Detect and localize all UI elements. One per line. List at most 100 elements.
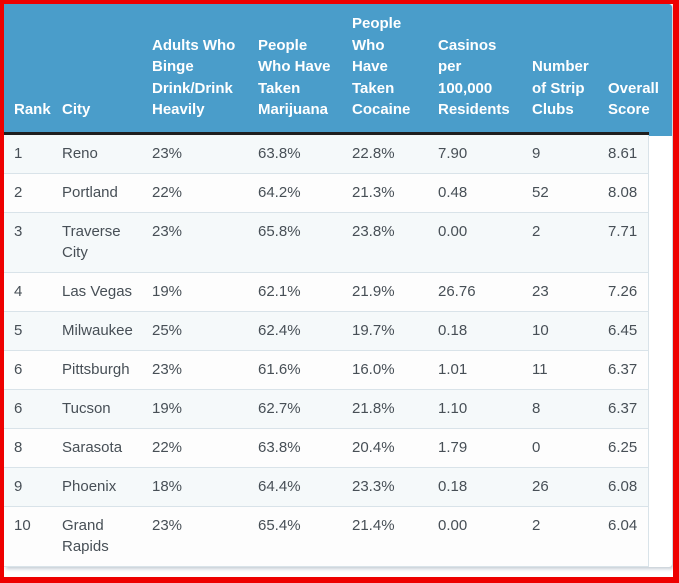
- cell-binge-drink: 19%: [142, 272, 248, 312]
- cell-marijuana: 65.8%: [248, 212, 342, 273]
- cell-strip-clubs: 26: [522, 467, 598, 507]
- cell-cocaine: 16.0%: [342, 350, 428, 390]
- cell-strip-clubs: 23: [522, 272, 598, 312]
- cell-cocaine: 19.7%: [342, 311, 428, 351]
- cell-rank: 8: [4, 428, 52, 468]
- cell-city: Tucson: [52, 389, 142, 429]
- cell-city: Reno: [52, 133, 142, 174]
- cell-cocaine: 21.4%: [342, 506, 428, 567]
- cell-binge-drink: 23%: [142, 133, 248, 174]
- cell-casinos: 1.10: [428, 389, 522, 429]
- cell-casinos: 7.90: [428, 133, 522, 174]
- header-cell-casinos: Casinos per 100,000 Residents: [428, 4, 522, 135]
- table-row: 4 Las Vegas 19% 62.1% 21.9% 26.76 23 7.2…: [4, 272, 649, 312]
- cell-marijuana: 63.8%: [248, 428, 342, 468]
- header-cell-marijuana: People Who Have Taken Marijuana: [248, 4, 342, 135]
- cell-cocaine: 23.8%: [342, 212, 428, 273]
- cell-rank: 5: [4, 311, 52, 351]
- cell-city: Milwaukee: [52, 311, 142, 351]
- table-row: 6 Tucson 19% 62.7% 21.8% 1.10 8 6.37: [4, 389, 649, 429]
- cell-cocaine: 22.8%: [342, 133, 428, 174]
- cell-overall-score: 7.26: [598, 272, 649, 312]
- cell-casinos: 1.79: [428, 428, 522, 468]
- cell-marijuana: 64.2%: [248, 173, 342, 213]
- cell-overall-score: 6.04: [598, 506, 649, 567]
- cell-strip-clubs: 11: [522, 350, 598, 390]
- header-row: Rank City Adults Who Binge Drink/Drink H…: [4, 4, 659, 135]
- cell-binge-drink: 23%: [142, 212, 248, 273]
- table-row: 2 Portland 22% 64.2% 21.3% 0.48 52 8.08: [4, 173, 649, 213]
- cell-binge-drink: 25%: [142, 311, 248, 351]
- cell-cocaine: 21.3%: [342, 173, 428, 213]
- cell-binge-drink: 22%: [142, 428, 248, 468]
- cell-binge-drink: 22%: [142, 173, 248, 213]
- cell-marijuana: 62.1%: [248, 272, 342, 312]
- cell-rank: 4: [4, 272, 52, 312]
- cell-city: Sarasota: [52, 428, 142, 468]
- table-row: 8 Sarasota 22% 63.8% 20.4% 1.79 0 6.25: [4, 428, 649, 468]
- cell-marijuana: 62.4%: [248, 311, 342, 351]
- cell-casinos: 0.00: [428, 506, 522, 567]
- cell-casinos: 1.01: [428, 350, 522, 390]
- cell-strip-clubs: 2: [522, 212, 598, 273]
- cell-rank: 9: [4, 467, 52, 507]
- cell-overall-score: 6.37: [598, 350, 649, 390]
- header-cell-rank: Rank: [4, 4, 52, 135]
- cell-city: Phoenix: [52, 467, 142, 507]
- header-cell-overall-score: Overall Score: [598, 4, 659, 135]
- table-row: 5 Milwaukee 25% 62.4% 19.7% 0.18 10 6.45: [4, 311, 649, 351]
- cell-overall-score: 8.08: [598, 173, 649, 213]
- cell-strip-clubs: 10: [522, 311, 598, 351]
- cell-binge-drink: 23%: [142, 506, 248, 567]
- cell-overall-score: 6.45: [598, 311, 649, 351]
- table-header: Rank City Adults Who Binge Drink/Drink H…: [4, 4, 659, 135]
- cell-casinos: 0.48: [428, 173, 522, 213]
- header-cell-strip-clubs: Number of Strip Clubs: [522, 4, 598, 135]
- cell-cocaine: 23.3%: [342, 467, 428, 507]
- cell-marijuana: 61.6%: [248, 350, 342, 390]
- cell-marijuana: 63.8%: [248, 133, 342, 174]
- ranking-table-card: Rank City Adults Who Binge Drink/Drink H…: [4, 4, 672, 567]
- cell-city: Pittsburgh: [52, 350, 142, 390]
- cell-marijuana: 62.7%: [248, 389, 342, 429]
- cell-casinos: 0.18: [428, 311, 522, 351]
- cell-city: Grand Rapids: [52, 506, 142, 567]
- cell-binge-drink: 19%: [142, 389, 248, 429]
- cell-casinos: 26.76: [428, 272, 522, 312]
- cell-rank: 6: [4, 350, 52, 390]
- cell-cocaine: 21.8%: [342, 389, 428, 429]
- cell-city: Las Vegas: [52, 272, 142, 312]
- cell-overall-score: 6.37: [598, 389, 649, 429]
- cell-cocaine: 20.4%: [342, 428, 428, 468]
- table-body: 1 Reno 23% 63.8% 22.8% 7.90 9 8.61 2 Por…: [4, 133, 649, 567]
- cell-rank: 2: [4, 173, 52, 213]
- cell-casinos: 0.00: [428, 212, 522, 273]
- cell-strip-clubs: 8: [522, 389, 598, 429]
- table-row: 1 Reno 23% 63.8% 22.8% 7.90 9 8.61: [4, 133, 649, 174]
- table-row: 6 Pittsburgh 23% 61.6% 16.0% 1.01 11 6.3…: [4, 350, 649, 390]
- cell-strip-clubs: 2: [522, 506, 598, 567]
- cell-strip-clubs: 0: [522, 428, 598, 468]
- cell-overall-score: 6.08: [598, 467, 649, 507]
- header-cell-city: City: [52, 4, 142, 135]
- cell-binge-drink: 23%: [142, 350, 248, 390]
- cell-strip-clubs: 9: [522, 133, 598, 174]
- table-row: 3 Traverse City 23% 65.8% 23.8% 0.00 2 7…: [4, 212, 649, 273]
- cell-casinos: 0.18: [428, 467, 522, 507]
- cell-marijuana: 64.4%: [248, 467, 342, 507]
- cell-strip-clubs: 52: [522, 173, 598, 213]
- cell-marijuana: 65.4%: [248, 506, 342, 567]
- cell-overall-score: 7.71: [598, 212, 649, 273]
- vice-city-ranking-table: Rank City Adults Who Binge Drink/Drink H…: [4, 4, 659, 567]
- table-row: 10 Grand Rapids 23% 65.4% 21.4% 0.00 2 6…: [4, 506, 649, 567]
- cell-overall-score: 6.25: [598, 428, 649, 468]
- cell-overall-score: 8.61: [598, 133, 649, 174]
- cell-rank: 1: [4, 133, 52, 174]
- header-cell-binge-drink: Adults Who Binge Drink/Drink Heavily: [142, 4, 248, 135]
- cell-cocaine: 21.9%: [342, 272, 428, 312]
- cell-city: Traverse City: [52, 212, 142, 273]
- cell-rank: 3: [4, 212, 52, 273]
- cell-city: Portland: [52, 173, 142, 213]
- cell-binge-drink: 18%: [142, 467, 248, 507]
